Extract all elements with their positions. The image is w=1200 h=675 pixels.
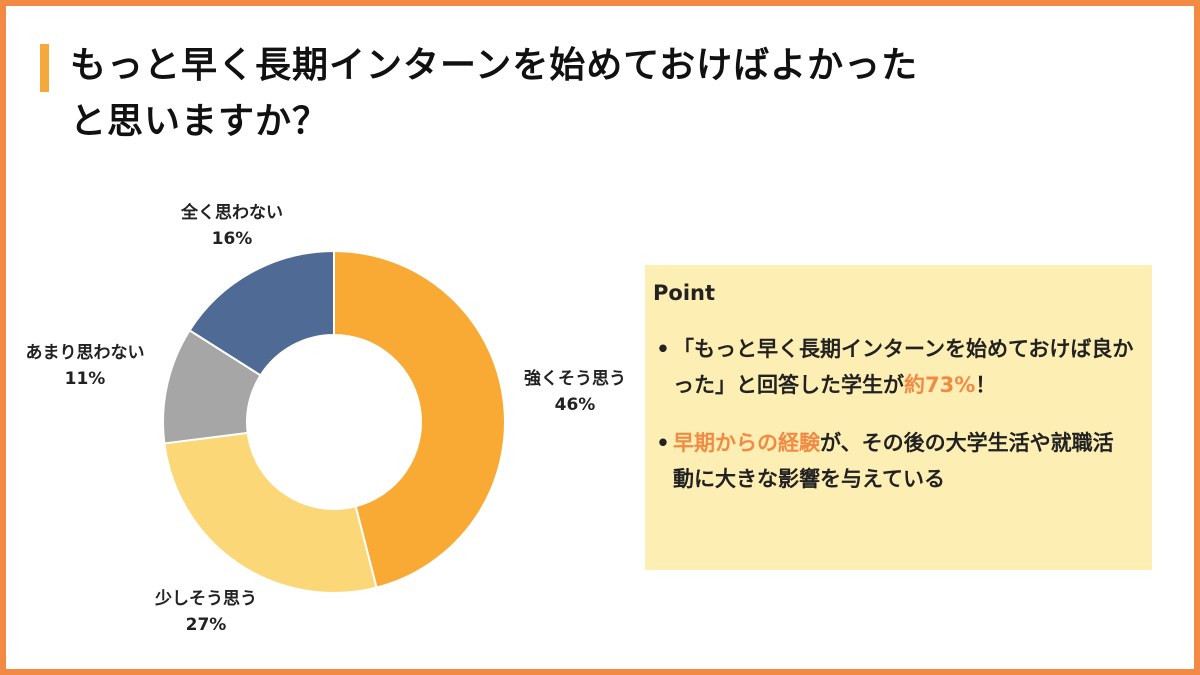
bullet-1-post: ！ <box>975 373 997 397</box>
donut-slices <box>162 249 507 594</box>
point-bullet-1: • 「もっと早く長期インターンを始めておけば良かった」と回答した学生が約73%！ <box>653 331 1134 403</box>
page-title: もっと早く長期インターンを始めておけばよかった と思いますか？ <box>70 38 918 150</box>
slice-2-value-label: 27% <box>186 615 227 635</box>
slice-1-category-label: 強くそう思う <box>524 368 626 389</box>
slice-3-value-label: 11% <box>65 369 106 389</box>
slice-2-category-label: 少しそう思う <box>154 589 257 609</box>
point-heading: Point <box>653 281 716 305</box>
bullet-1-text: 「もっと早く長期インターンを始めておけば良かった」と回答した学生が約73%！ <box>673 331 1134 403</box>
slice-1-value-label: 46% <box>555 395 596 415</box>
bullet-1-highlight: 約73% <box>904 373 976 397</box>
bullet-dot: • <box>656 337 670 361</box>
slice-4 <box>188 249 335 377</box>
title-accent-bar <box>40 44 49 92</box>
slice-1 <box>333 249 507 589</box>
slice-3-category-label: あまり思わない <box>26 343 145 363</box>
point-box: Point • 「もっと早く長期インターンを始めておけば良かった」と回答した学生… <box>645 265 1152 570</box>
slice-4-category-label: 全く思わない <box>180 202 283 223</box>
title-line-2: と思いますか？ <box>70 101 330 142</box>
title-line-1: もっと早く長期インターンを始めておけばよかった <box>70 45 919 86</box>
donut-labels: 強くそう思う 46% 少しそう思う 27% あまり思わない 11% 全く思わない 16% <box>26 202 627 635</box>
point-bullet-2: • 早期からの経験が、その後の大学生活や就職活動に大きな影響を与えている <box>653 425 1134 497</box>
bullet-2-highlight: 早期からの経験 <box>673 431 820 455</box>
bullet-dot: • <box>656 431 670 455</box>
bullet-1-pre: 「もっと早く長期インターンを始めておけば良かった」と回答した学生が <box>673 337 1134 397</box>
slice-2 <box>163 431 378 594</box>
bullet-2-post: が、その後の大学生活や就職活動に大きな影響を与えている <box>673 431 1114 491</box>
bullet-2-text: 早期からの経験が、その後の大学生活や就職活動に大きな影響を与えている <box>673 425 1134 497</box>
slice-4-value-label: 16% <box>212 229 253 249</box>
